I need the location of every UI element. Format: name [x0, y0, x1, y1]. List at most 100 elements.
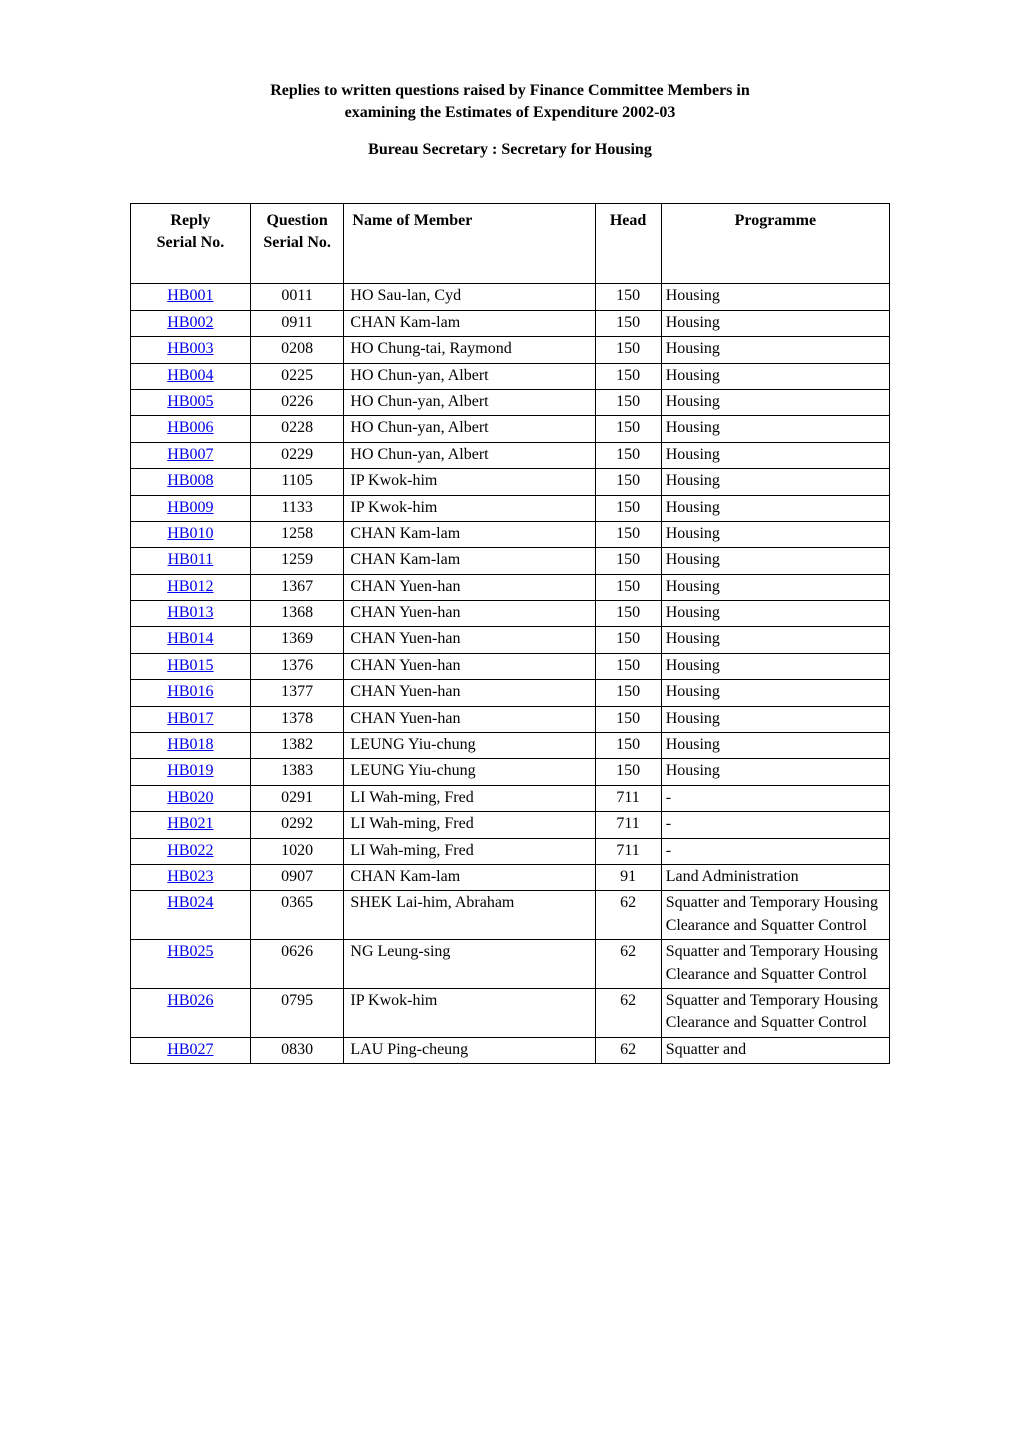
table-row: HB0221020LI Wah-ming, Fred711-	[131, 838, 890, 864]
cell-member: LI Wah-ming, Fred	[344, 785, 595, 811]
cell-member: IP Kwok-him	[344, 495, 595, 521]
reply-link[interactable]: HB015	[167, 657, 213, 674]
reply-link[interactable]: HB004	[167, 367, 213, 384]
table-row: HB013 1368CHAN Yuen-han150Housing	[131, 601, 890, 627]
reply-link[interactable]: HB008	[167, 472, 213, 489]
cell-question: 0626	[250, 940, 344, 989]
reply-link[interactable]: HB020	[167, 789, 213, 806]
cell-question: 0229	[250, 442, 344, 468]
cell-member: LI Wah-ming, Fred	[344, 812, 595, 838]
reply-link[interactable]: HB023	[167, 868, 213, 885]
reply-link[interactable]: HB007	[167, 446, 213, 463]
reply-link[interactable]: HB003	[167, 340, 213, 357]
reply-link[interactable]: HB018	[167, 736, 213, 753]
table-row: HB0070229HO Chun-yan, Albert150Housing	[131, 442, 890, 468]
reply-link[interactable]: HB021	[167, 815, 213, 832]
cell-reply: HB023	[131, 864, 251, 890]
cell-question: 0830	[250, 1037, 344, 1063]
reply-link[interactable]: HB002	[167, 314, 213, 331]
cell-question: 1368	[250, 601, 344, 627]
cell-reply: HB024	[131, 891, 251, 940]
cell-programme: Squatter and Temporary Housing Clearance…	[661, 891, 889, 940]
table-row: HB0141369CHAN Yuen-han150Housing	[131, 627, 890, 653]
cell-programme: Housing	[661, 548, 889, 574]
cell-reply: HB001	[131, 284, 251, 310]
cell-member: IP Kwok-him	[344, 469, 595, 495]
reply-link[interactable]: HB019	[167, 762, 213, 779]
cell-head: 91	[595, 864, 661, 890]
reply-link[interactable]: HB022	[167, 842, 213, 859]
cell-head: 62	[595, 891, 661, 940]
reply-link[interactable]: HB006	[167, 419, 213, 436]
cell-question: 1383	[250, 759, 344, 785]
cell-question: 0225	[250, 363, 344, 389]
cell-head: 150	[595, 548, 661, 574]
table-row: HB0040225HO Chun-yan, Albert150Housing	[131, 363, 890, 389]
table-row: HB0191383LEUNG Yiu-chung150Housing	[131, 759, 890, 785]
cell-head: 62	[595, 1037, 661, 1063]
table-row: HB0260795IP Kwok-him62Squatter and Tempo…	[131, 988, 890, 1037]
cell-reply: HB027	[131, 1037, 251, 1063]
cell-reply: HB007	[131, 442, 251, 468]
table-row: HB0111259CHAN Kam-lam150Housing	[131, 548, 890, 574]
cell-reply: HB018	[131, 733, 251, 759]
reply-link[interactable]: HB014	[167, 630, 213, 647]
cell-question: 0365	[250, 891, 344, 940]
title-line-1: Replies to written questions raised by F…	[270, 82, 750, 99]
header-reply-line2: Serial No.	[157, 234, 225, 251]
cell-member: CHAN Yuen-han	[344, 601, 595, 627]
cell-member: CHAN Kam-lam	[344, 521, 595, 547]
cell-member: HO Chun-yan, Albert	[344, 389, 595, 415]
cell-head: 150	[595, 521, 661, 547]
cell-programme: Housing	[661, 601, 889, 627]
reply-link[interactable]: HB012	[167, 578, 213, 595]
cell-programme: Land Administration	[661, 864, 889, 890]
reply-link[interactable]: HB005	[167, 393, 213, 410]
reply-link[interactable]: HB010	[167, 525, 213, 542]
header-reply: Reply Serial No.	[131, 204, 251, 284]
cell-reply: HB014	[131, 627, 251, 653]
cell-reply: HB010	[131, 521, 251, 547]
cell-member: CHAN Yuen-han	[344, 653, 595, 679]
header-question: Question Serial No.	[250, 204, 344, 284]
cell-reply: HB017	[131, 706, 251, 732]
reply-link[interactable]: HB017	[167, 710, 213, 727]
header-head: Head	[595, 204, 661, 284]
cell-question: 1378	[250, 706, 344, 732]
cell-head: 711	[595, 838, 661, 864]
cell-question: 0907	[250, 864, 344, 890]
cell-member: LEUNG Yiu-chung	[344, 759, 595, 785]
cell-question: 1382	[250, 733, 344, 759]
cell-reply: HB005	[131, 389, 251, 415]
cell-head: 150	[595, 310, 661, 336]
reply-link[interactable]: HB011	[168, 551, 214, 568]
reply-link[interactable]: HB016	[167, 683, 213, 700]
cell-reply: HB020	[131, 785, 251, 811]
cell-member: CHAN Kam-lam	[344, 310, 595, 336]
reply-link[interactable]: HB027	[167, 1041, 213, 1058]
reply-link[interactable]: HB026	[167, 992, 213, 1009]
cell-head: 150	[595, 653, 661, 679]
cell-reply: HB026	[131, 988, 251, 1037]
cell-member: NG Leung-sing	[344, 940, 595, 989]
cell-head: 150	[595, 680, 661, 706]
reply-link[interactable]: HB025	[167, 943, 213, 960]
reply-link[interactable]: HB001	[167, 287, 213, 304]
cell-reply: HB015	[131, 653, 251, 679]
reply-link[interactable]: HB009	[167, 499, 213, 516]
reply-link[interactable]: HB024	[167, 894, 213, 911]
cell-head: 150	[595, 601, 661, 627]
table-row: HB0151376CHAN Yuen-han150Housing	[131, 653, 890, 679]
cell-reply: HB008	[131, 469, 251, 495]
cell-reply: HB021	[131, 812, 251, 838]
cell-question: 1133	[250, 495, 344, 521]
cell-programme: Housing	[661, 363, 889, 389]
cell-programme: Squatter and Temporary Housing Clearance…	[661, 940, 889, 989]
cell-programme: Housing	[661, 574, 889, 600]
replies-table: Reply Serial No. Question Serial No. Nam…	[130, 203, 890, 1064]
cell-head: 150	[595, 416, 661, 442]
reply-link[interactable]: HB013	[167, 604, 213, 621]
cell-reply: HB025	[131, 940, 251, 989]
cell-question: 0208	[250, 337, 344, 363]
cell-programme: Housing	[661, 469, 889, 495]
